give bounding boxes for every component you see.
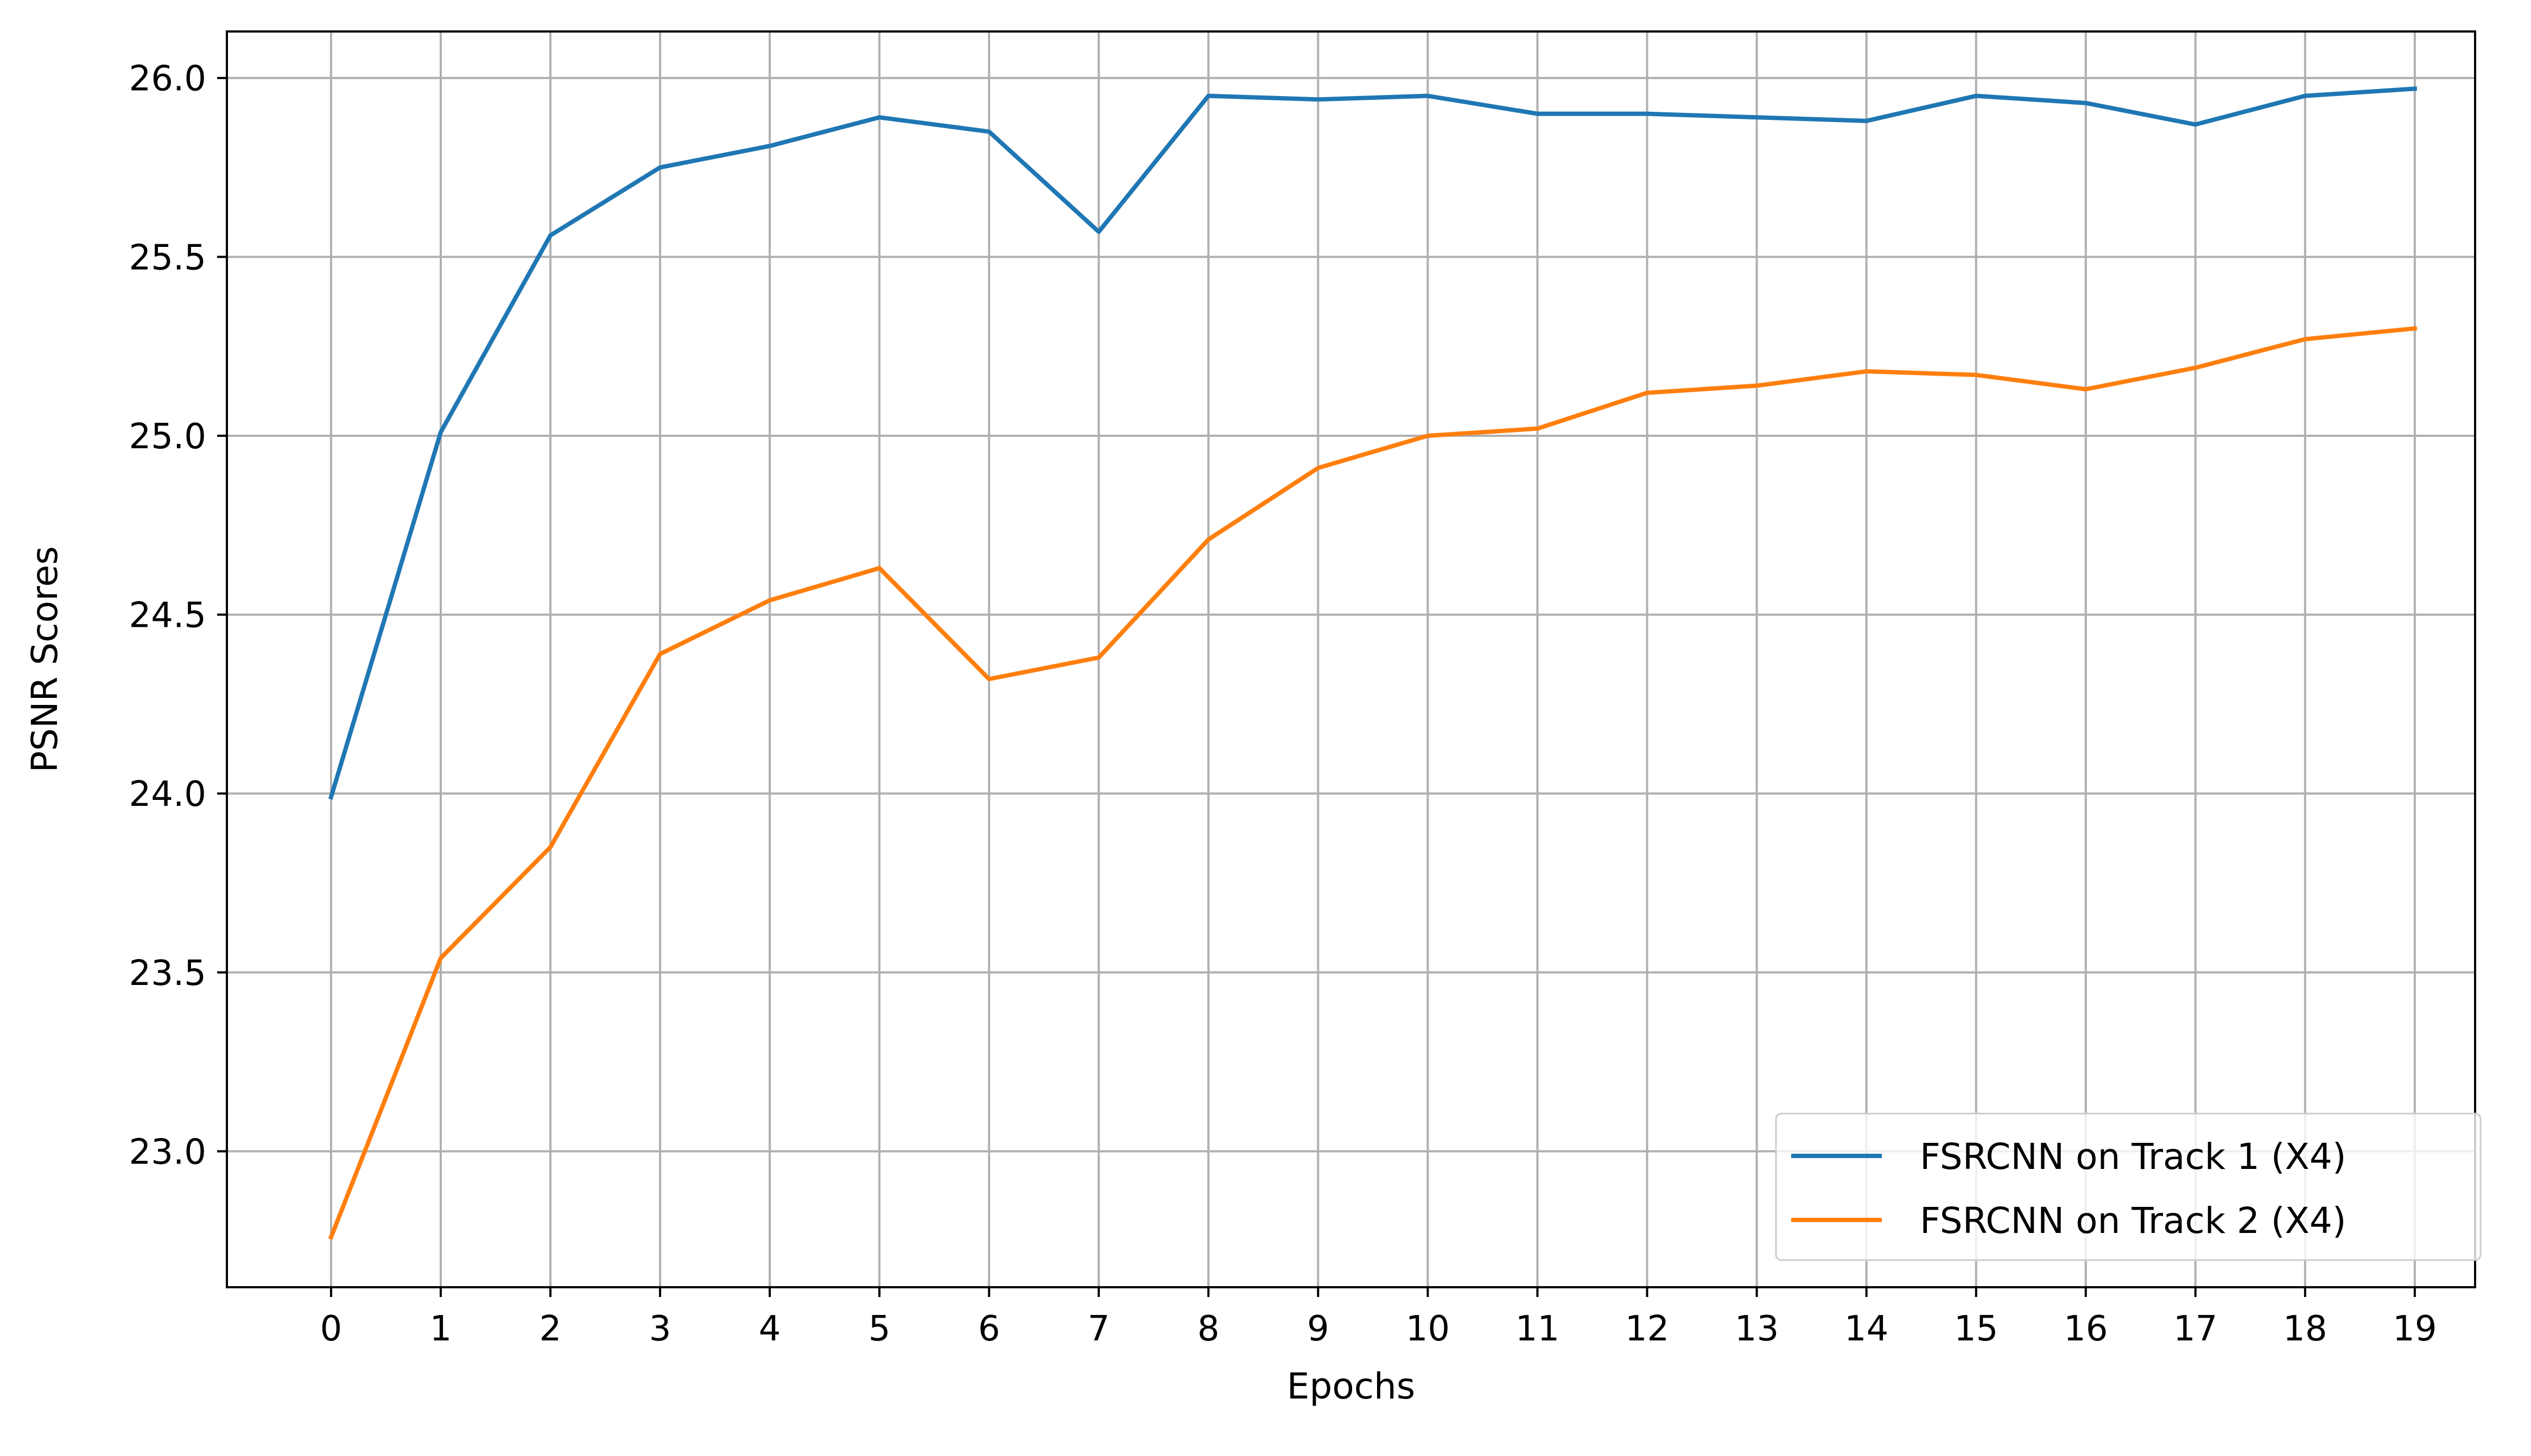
x-tick-label: 19	[2393, 1309, 2437, 1349]
x-tick-label: 9	[1307, 1309, 1329, 1349]
y-axis-label: PSNR Scores	[24, 546, 66, 772]
series-lines	[328, 86, 2418, 1240]
x-tick-label: 7	[1088, 1309, 1110, 1349]
plot-frame	[226, 30, 2476, 1288]
series-line-track-2	[328, 326, 2418, 1240]
x-tick-label: 6	[978, 1309, 1000, 1349]
legend-box	[1775, 1112, 2482, 1261]
y-tick-label: 25.0	[129, 417, 207, 457]
y-tick-label: 25.5	[129, 238, 207, 278]
series-line-track-1	[328, 86, 2418, 800]
x-tick-label: 0	[320, 1309, 342, 1349]
x-tick-label: 16	[2064, 1309, 2108, 1349]
legend-label-track-2: FSRCNN on Track 2 (X4)	[1920, 1200, 2346, 1242]
x-tick-label: 3	[649, 1309, 671, 1349]
x-tick-label: 1	[430, 1309, 452, 1349]
y-axis: 23.0 23.5 24.0 24.5 25.0 25.5 26.0	[129, 59, 227, 1172]
y-tick-label: 23.5	[129, 953, 207, 994]
x-tick-label: 5	[868, 1309, 891, 1349]
y-tick-label: 26.0	[129, 59, 207, 99]
x-axis: 0 1 2 3 4 5 6 7 8 9 10 11 12 13 14 15 16 17 18 19	[320, 1287, 2437, 1349]
y-tick-label: 24.0	[129, 774, 207, 815]
legend-label-track-1: FSRCNN on Track 1 (X4)	[1920, 1136, 2346, 1178]
x-tick-label: 17	[2173, 1309, 2217, 1349]
y-tick-label: 24.5	[129, 596, 207, 636]
x-tick-label: 10	[1406, 1309, 1450, 1349]
x-tick-label: 2	[540, 1309, 562, 1349]
x-tick-label: 15	[1954, 1309, 1998, 1349]
x-tick-label: 4	[759, 1309, 781, 1349]
x-tick-label: 18	[2283, 1309, 2327, 1349]
x-tick-label: 12	[1625, 1309, 1669, 1349]
x-axis-label: Epochs	[1287, 1365, 1415, 1407]
x-tick-label: 14	[1844, 1309, 1888, 1349]
y-tick-label: 23.0	[129, 1132, 207, 1172]
grid-lines	[227, 31, 2475, 1287]
x-tick-label: 8	[1197, 1309, 1220, 1349]
legend: FSRCNN on Track 1 (X4) FSRCNN on Track 2…	[1775, 1112, 2482, 1261]
x-tick-label: 13	[1735, 1309, 1779, 1349]
x-tick-label: 11	[1515, 1309, 1559, 1349]
